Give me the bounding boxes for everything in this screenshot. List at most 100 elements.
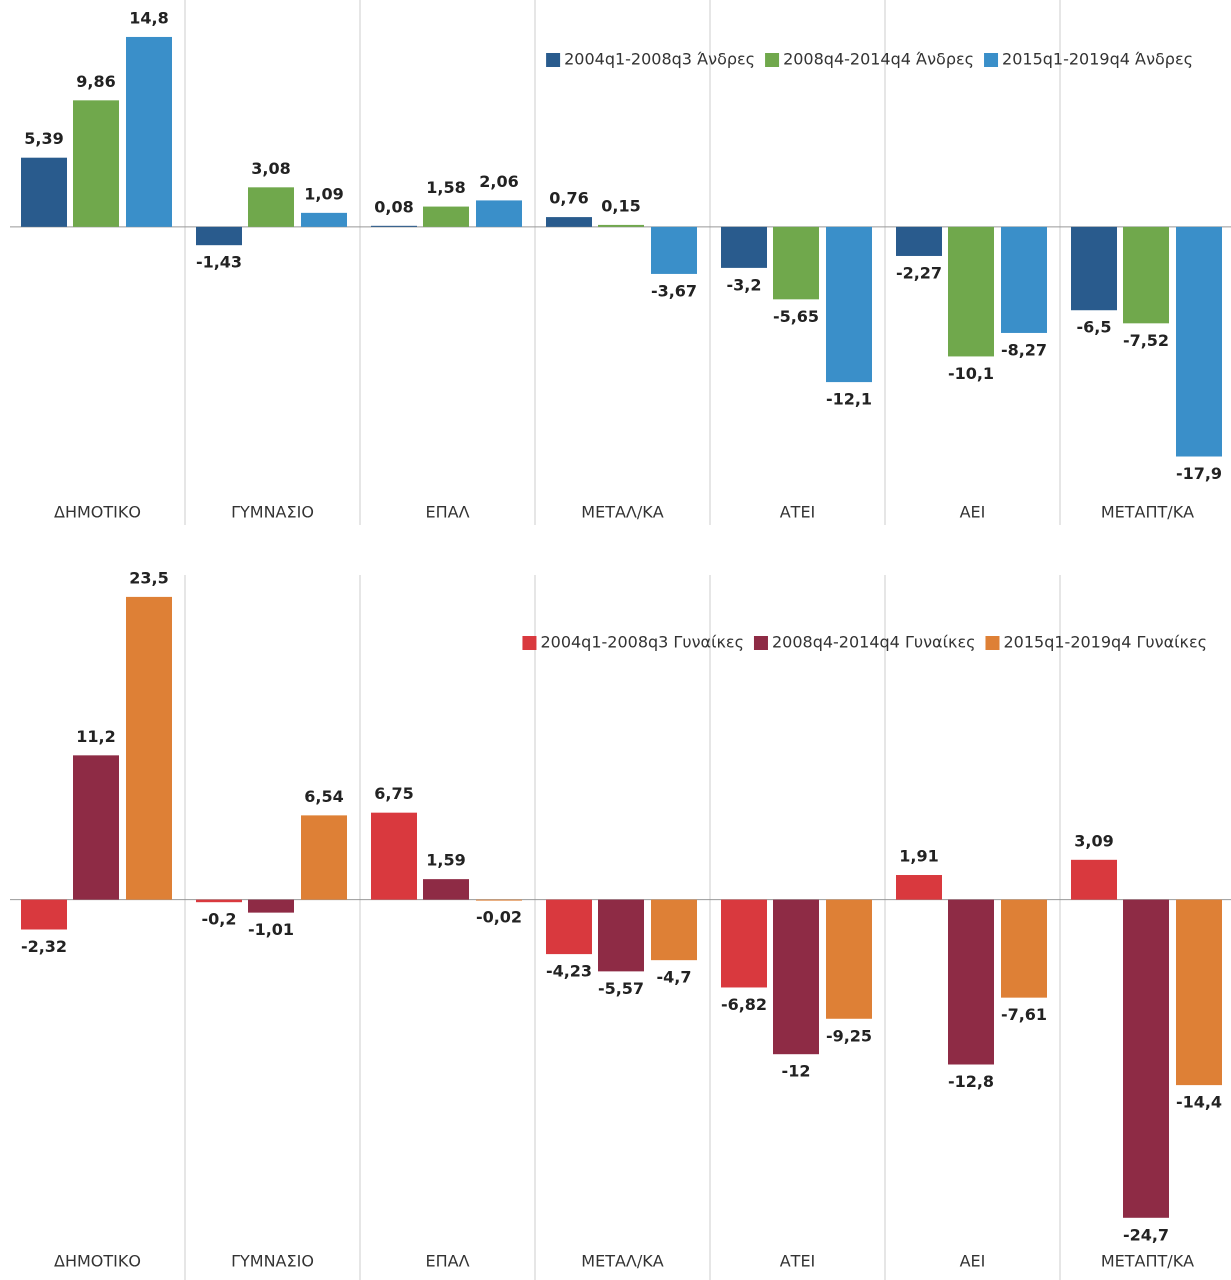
x-tick-label: ΑΕΙ — [960, 1252, 986, 1271]
value-label: -6,82 — [721, 995, 767, 1014]
value-label: -17,9 — [1176, 464, 1222, 483]
bar — [248, 899, 294, 913]
value-label: 1,58 — [426, 178, 465, 197]
value-label: -1,43 — [196, 253, 242, 272]
legend-swatch — [522, 636, 537, 650]
value-label: -10,1 — [948, 364, 994, 383]
bar — [826, 899, 872, 1019]
bar — [826, 226, 872, 383]
x-tick-label: ΑΕΙ — [960, 503, 986, 522]
value-label: -24,7 — [1123, 1225, 1169, 1244]
bar — [598, 899, 644, 972]
value-label: -9,25 — [826, 1026, 872, 1045]
value-label: -12 — [782, 1062, 811, 1081]
value-label: 23,5 — [129, 568, 168, 587]
bar — [476, 200, 522, 227]
bar — [896, 226, 942, 256]
value-label: 2,06 — [479, 172, 518, 191]
legend-swatch — [753, 636, 768, 650]
x-tick-label: ΕΠΑΛ — [425, 503, 469, 522]
bar — [651, 899, 697, 961]
legend-swatch — [546, 53, 561, 67]
bar — [21, 157, 67, 227]
bar — [1071, 859, 1117, 900]
value-label: 0,08 — [374, 197, 413, 216]
value-label: -8,27 — [1001, 340, 1047, 359]
bar — [301, 815, 347, 900]
bar — [773, 226, 819, 300]
x-tick-label: ΕΠΑΛ — [425, 1252, 469, 1271]
legend-label: 2015q1-2019q4 Άνδρες — [1002, 50, 1193, 69]
bar — [423, 206, 469, 227]
bar — [1176, 899, 1222, 1086]
legend-swatch — [765, 53, 780, 67]
value-label: -7,52 — [1123, 331, 1169, 350]
value-label: -4,23 — [546, 962, 592, 981]
bar — [721, 226, 767, 268]
legend-label: 2015q1-2019q4 Γυναίκες — [1003, 633, 1207, 652]
value-label: -5,65 — [773, 307, 819, 326]
value-label: -2,27 — [896, 263, 942, 282]
x-tick-label: ΜΕΤΑΠΤ/ΚΑ — [1101, 1252, 1194, 1271]
bar — [651, 226, 697, 274]
value-label: -6,5 — [1077, 318, 1112, 337]
x-tick-label: ΓΥΜΝΑΣΙΟ — [231, 503, 314, 522]
bar — [598, 224, 644, 227]
x-tick-label: ΑΤΕΙ — [780, 503, 816, 522]
bar — [301, 212, 347, 227]
x-tick-label: ΜΕΤΑΠΤ/ΚΑ — [1101, 503, 1194, 522]
bar — [196, 226, 242, 246]
bar — [1123, 226, 1169, 324]
value-label: 1,59 — [426, 851, 465, 870]
bar — [948, 226, 994, 357]
value-label: -5,57 — [598, 979, 644, 998]
bar — [1176, 226, 1222, 457]
legend-label: 2004q1-2008q3 Γυναίκες — [540, 633, 744, 652]
bar — [546, 899, 592, 955]
value-label: 14,8 — [129, 8, 168, 27]
value-label: 1,09 — [304, 184, 343, 203]
bar — [476, 899, 522, 901]
bar — [721, 899, 767, 988]
value-label: -2,32 — [21, 937, 67, 956]
bar — [1001, 899, 1047, 998]
bar — [196, 899, 242, 903]
value-label: 5,39 — [24, 129, 63, 148]
legend-label: 2008q4-2014q4 Γυναίκες — [772, 633, 976, 652]
value-label: 0,76 — [549, 189, 588, 208]
value-label: -1,01 — [248, 920, 294, 939]
bar — [773, 899, 819, 1055]
value-label: -3,67 — [651, 281, 697, 300]
value-label: -0,2 — [202, 910, 237, 929]
bar — [73, 755, 119, 900]
bar — [948, 899, 994, 1065]
legend-label: 2008q4-2014q4 Άνδρες — [783, 50, 974, 69]
value-label: 11,2 — [76, 727, 115, 746]
bar — [546, 217, 592, 227]
x-tick-label: ΑΤΕΙ — [780, 1252, 816, 1271]
value-label: 6,54 — [304, 787, 343, 806]
bar — [21, 899, 67, 930]
bar — [1071, 226, 1117, 311]
legend-swatch — [985, 636, 1000, 650]
value-label: -14,4 — [1176, 1093, 1222, 1112]
bar — [248, 187, 294, 227]
x-tick-label: ΜΕΤΑΛ/ΚΑ — [581, 503, 663, 522]
bar — [73, 100, 119, 227]
value-label: 1,91 — [899, 847, 938, 866]
value-label: 6,75 — [374, 784, 413, 803]
legend-swatch — [984, 53, 999, 67]
bar — [896, 875, 942, 900]
x-tick-label: ΓΥΜΝΑΣΙΟ — [231, 1252, 314, 1271]
value-label: -4,7 — [657, 968, 692, 987]
value-label: -12,8 — [948, 1072, 994, 1091]
value-label: 0,15 — [601, 196, 640, 215]
value-label: -7,61 — [1001, 1005, 1047, 1024]
bar — [371, 225, 417, 227]
bar — [126, 36, 172, 227]
bar — [1001, 226, 1047, 333]
value-label: -0,02 — [476, 907, 522, 926]
legend-label: 2004q1-2008q3 Άνδρες — [564, 50, 755, 69]
bar — [423, 879, 469, 900]
